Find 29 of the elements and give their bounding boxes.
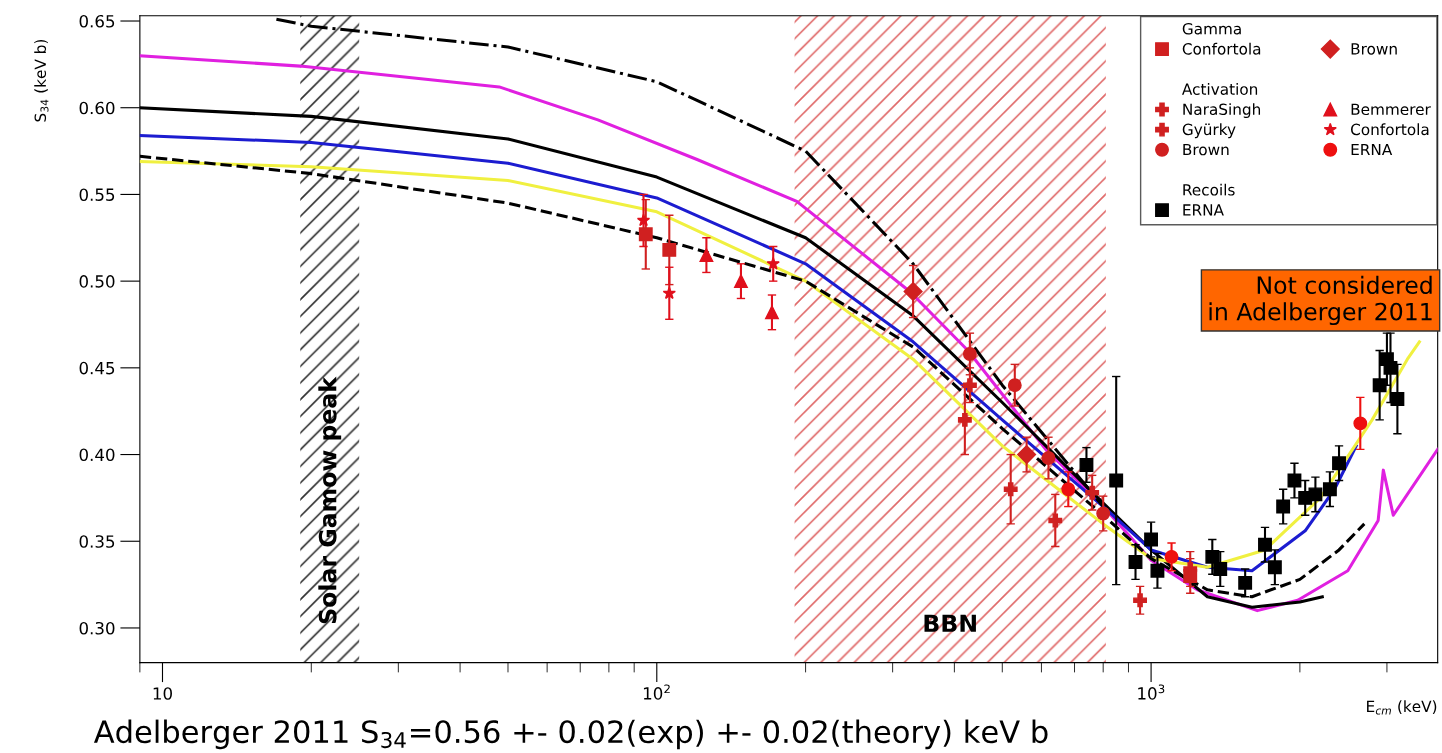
legend-label: Confortola: [1182, 42, 1261, 55]
y-tick-label: 0.55: [79, 188, 115, 201]
y-axis-title: S$_{34}$ (keV b): [34, 39, 49, 122]
legend-label: Brown: [1351, 43, 1397, 55]
legend-label: Gyürky: [1182, 123, 1236, 139]
annotation: Recoils: [1183, 183, 1235, 196]
legend-label: Confortola: [1350, 123, 1429, 136]
x-tick-label: 10$^{3}$: [1138, 684, 1165, 700]
x-tick-label: 10$^{2}$: [643, 684, 670, 700]
y-tick-label: 0.40: [79, 448, 115, 462]
band-label: BBN: [924, 614, 976, 632]
text: Adelberger 2011 S$_{34}$=0.56 +- 0.02(exp) +- 0.02(theory) keV b: [93, 719, 1048, 750]
legend-label: ERNA: [1351, 143, 1393, 156]
y-tick-label: 0.45: [79, 361, 115, 375]
y-tick-label: 0.50: [79, 275, 115, 288]
band-label: Solar Gamow peak: [318, 376, 342, 624]
annotation: Not considered in Adelberger 2011: [1209, 275, 1432, 326]
x-tick-label: 10: [153, 687, 172, 700]
annotation: Activation: [1181, 83, 1258, 95]
legend-label: Brown: [1183, 143, 1229, 156]
y-tick-label: 0.30: [79, 621, 115, 635]
legend-label: ERNA: [1183, 204, 1224, 216]
annotation: Gamma: [1182, 22, 1241, 35]
y-tick-label: 0.35: [79, 535, 115, 548]
x-axis-title: E$_{cm}$ (keV): [1367, 700, 1437, 715]
y-tick-label: 0.65: [79, 14, 115, 28]
legend-label: NaraSingh: [1183, 103, 1261, 119]
y-tick-label: 0.60: [79, 101, 115, 115]
legend-label: Bemmerer: [1351, 103, 1431, 116]
